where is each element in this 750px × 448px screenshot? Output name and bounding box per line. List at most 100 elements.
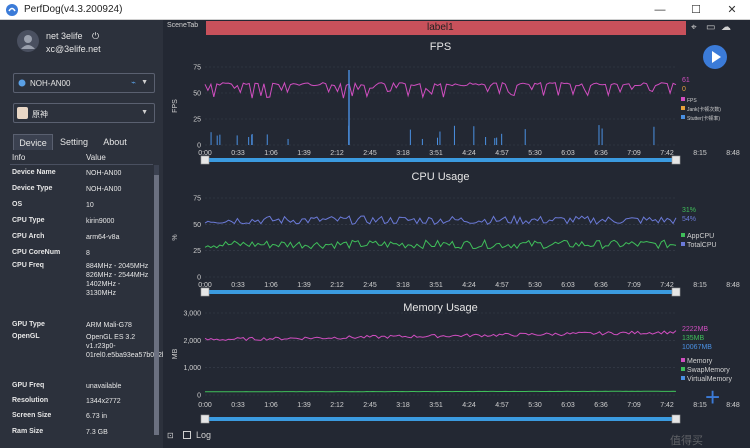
- x-tick-label: 6:03: [561, 402, 575, 409]
- window-title: PerfDog(v4.3.200924): [24, 4, 123, 15]
- y-tick-label: 3,000: [183, 311, 201, 318]
- info-key: GPU Freq: [12, 382, 45, 389]
- avatar[interactable]: [17, 30, 39, 52]
- x-tick-label: 0:00: [198, 402, 212, 409]
- tab-setting[interactable]: Setting: [59, 137, 89, 147]
- sidebar-scrollbar[interactable]: [154, 165, 159, 435]
- info-key: CPU Arch: [12, 233, 45, 240]
- device-select[interactable]: NOH-AN00 ⌁ ▼: [13, 73, 155, 93]
- time-range-slider: [205, 290, 676, 294]
- x-tick-label: 5:30: [528, 282, 542, 289]
- x-tick-label: 4:57: [495, 402, 509, 409]
- watermark-logo: 值得买: [670, 435, 703, 447]
- x-tick-label: 4:57: [495, 282, 509, 289]
- x-tick-label: 0:00: [198, 282, 212, 289]
- series-line: [204, 81, 677, 99]
- info-value: 6.73 in: [86, 413, 108, 420]
- tab-about[interactable]: About: [103, 137, 127, 147]
- log-label: Log: [196, 430, 212, 440]
- x-tick-label: 2:45: [363, 282, 377, 289]
- x-tick-label: 1:06: [264, 150, 278, 157]
- app-select[interactable]: 原神 ▼: [13, 103, 155, 123]
- legend-entry: Jank(卡顿次数): [687, 106, 721, 113]
- chevron-down-icon: ▼: [141, 79, 148, 86]
- info-value: OpenGL ES 3.2 v1.r23p0-01rel0.e5ba93ea57…: [86, 334, 232, 359]
- power-icon[interactable]: ⏻: [92, 31, 100, 41]
- perfdog-logo-icon: [6, 4, 18, 16]
- x-tick-label: 5:30: [528, 150, 542, 157]
- scene-tab[interactable]: SceneTab: [167, 22, 199, 29]
- slider-handle-end: [671, 414, 681, 424]
- maximize-button[interactable]: ☐: [691, 4, 701, 16]
- y-axis-label: MB: [172, 348, 179, 359]
- x-tick-label: 4:57: [495, 150, 509, 157]
- log-checkbox[interactable]: [183, 431, 191, 439]
- x-tick-label: 3:51: [429, 150, 443, 157]
- folder-icon[interactable]: ▭: [706, 22, 716, 33]
- x-tick-label: 1:39: [297, 150, 311, 157]
- info-key: CPU Type: [12, 217, 45, 224]
- x-tick-label: 1:06: [264, 402, 278, 409]
- x-tick-label: 8:15: [693, 150, 707, 157]
- sidebar: net 3elife ⏻ xc@3elife.net NOH-AN00 ⌁ ▼ …: [0, 20, 232, 448]
- x-tick-label: 6:03: [561, 282, 575, 289]
- info-key: CPU Freq: [12, 262, 44, 269]
- info-key: GPU Type: [12, 321, 45, 328]
- x-tick-label: 3:18: [396, 282, 410, 289]
- series-line: [204, 330, 677, 342]
- series-current-value: 31%: [682, 207, 696, 214]
- cloud-icon[interactable]: ☁: [721, 22, 731, 33]
- x-tick-label: 0:33: [231, 402, 245, 409]
- info-key: Device Type: [12, 185, 53, 192]
- slider-handle-end: [671, 155, 681, 165]
- legend-swatch: [681, 358, 685, 362]
- chart-title: FPS: [430, 41, 451, 53]
- legend-entry: SwapMemory: [687, 367, 730, 374]
- x-tick-label: 3:18: [396, 150, 410, 157]
- time-range-slider: [205, 158, 676, 162]
- x-tick-label: 8:48: [726, 282, 740, 289]
- x-tick-label: 6:03: [561, 150, 575, 157]
- info-key: OpenGL: [12, 333, 40, 340]
- y-tick-label: 2,000: [183, 338, 201, 345]
- device-select-value: NOH-AN00: [30, 79, 71, 88]
- legend-swatch: [681, 233, 685, 237]
- scene-label-bar[interactable]: label1: [206, 21, 686, 35]
- scroll-thumb[interactable]: [154, 175, 159, 435]
- start-button[interactable]: [703, 45, 727, 69]
- info-key: OS: [12, 201, 23, 208]
- x-tick-label: 1:06: [264, 282, 278, 289]
- legend-entry: TotalCPU: [687, 242, 717, 249]
- scene-label: label1: [427, 22, 454, 33]
- slider-handle-start: [200, 287, 210, 297]
- close-button[interactable]: ✕: [727, 4, 737, 16]
- y-axis-label: FPS: [172, 99, 179, 113]
- y-tick-label: 0: [197, 275, 201, 282]
- chart-title: CPU Usage: [411, 171, 469, 183]
- x-tick-label: 4:24: [462, 282, 476, 289]
- add-icon[interactable]: +: [705, 382, 721, 412]
- collapse-icon[interactable]: ⊡: [167, 431, 174, 440]
- tab-device[interactable]: Device: [13, 134, 53, 150]
- info-value: arm64-v8a: [86, 234, 120, 241]
- x-tick-label: 1:39: [297, 402, 311, 409]
- info-value: NOH-AN00: [86, 186, 122, 193]
- wifi-icon: ⌁: [131, 78, 136, 87]
- legend-swatch: [681, 106, 685, 110]
- time-range-slider: [205, 417, 676, 421]
- x-tick-label: 3:51: [429, 402, 443, 409]
- info-key: Resolution: [12, 397, 49, 404]
- info-value: 10: [86, 202, 94, 209]
- info-value: 1344x2772: [86, 398, 121, 405]
- x-tick-label: 2:45: [363, 150, 377, 157]
- legend-entry: FPS: [687, 98, 697, 104]
- legend-entry: Memory: [687, 358, 713, 365]
- app-select-value: 原神: [32, 110, 48, 119]
- x-tick-label: 4:24: [462, 150, 476, 157]
- info-value: 8: [86, 250, 90, 257]
- series-current-value: 0: [682, 86, 686, 93]
- location-icon[interactable]: ⌖: [691, 22, 697, 33]
- minimize-button[interactable]: —: [654, 4, 666, 16]
